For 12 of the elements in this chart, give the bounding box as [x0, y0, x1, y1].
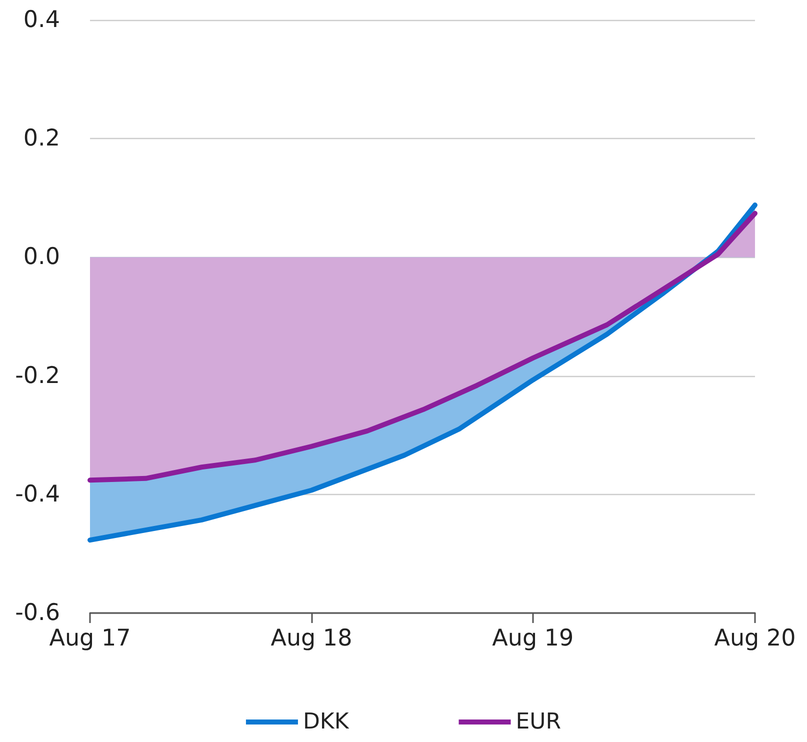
x-tick-label: Aug 19	[492, 626, 574, 652]
x-tick-label: Aug 17	[49, 626, 131, 652]
y-tick-label: -0.2	[15, 362, 60, 389]
x-tick-label: Aug 18	[270, 626, 352, 652]
y-tick-label: 0.2	[23, 126, 60, 152]
y-tick-label: 0.4	[23, 7, 60, 33]
y-tick-label: -0.6	[15, 600, 60, 626]
legend-label: EUR	[516, 710, 562, 734]
legend-label: DKK	[302, 710, 350, 734]
y-tick-label: 0.0	[23, 244, 60, 270]
x-tick-label: Aug 20	[714, 626, 796, 652]
y-tick-label: -0.4	[15, 481, 60, 508]
